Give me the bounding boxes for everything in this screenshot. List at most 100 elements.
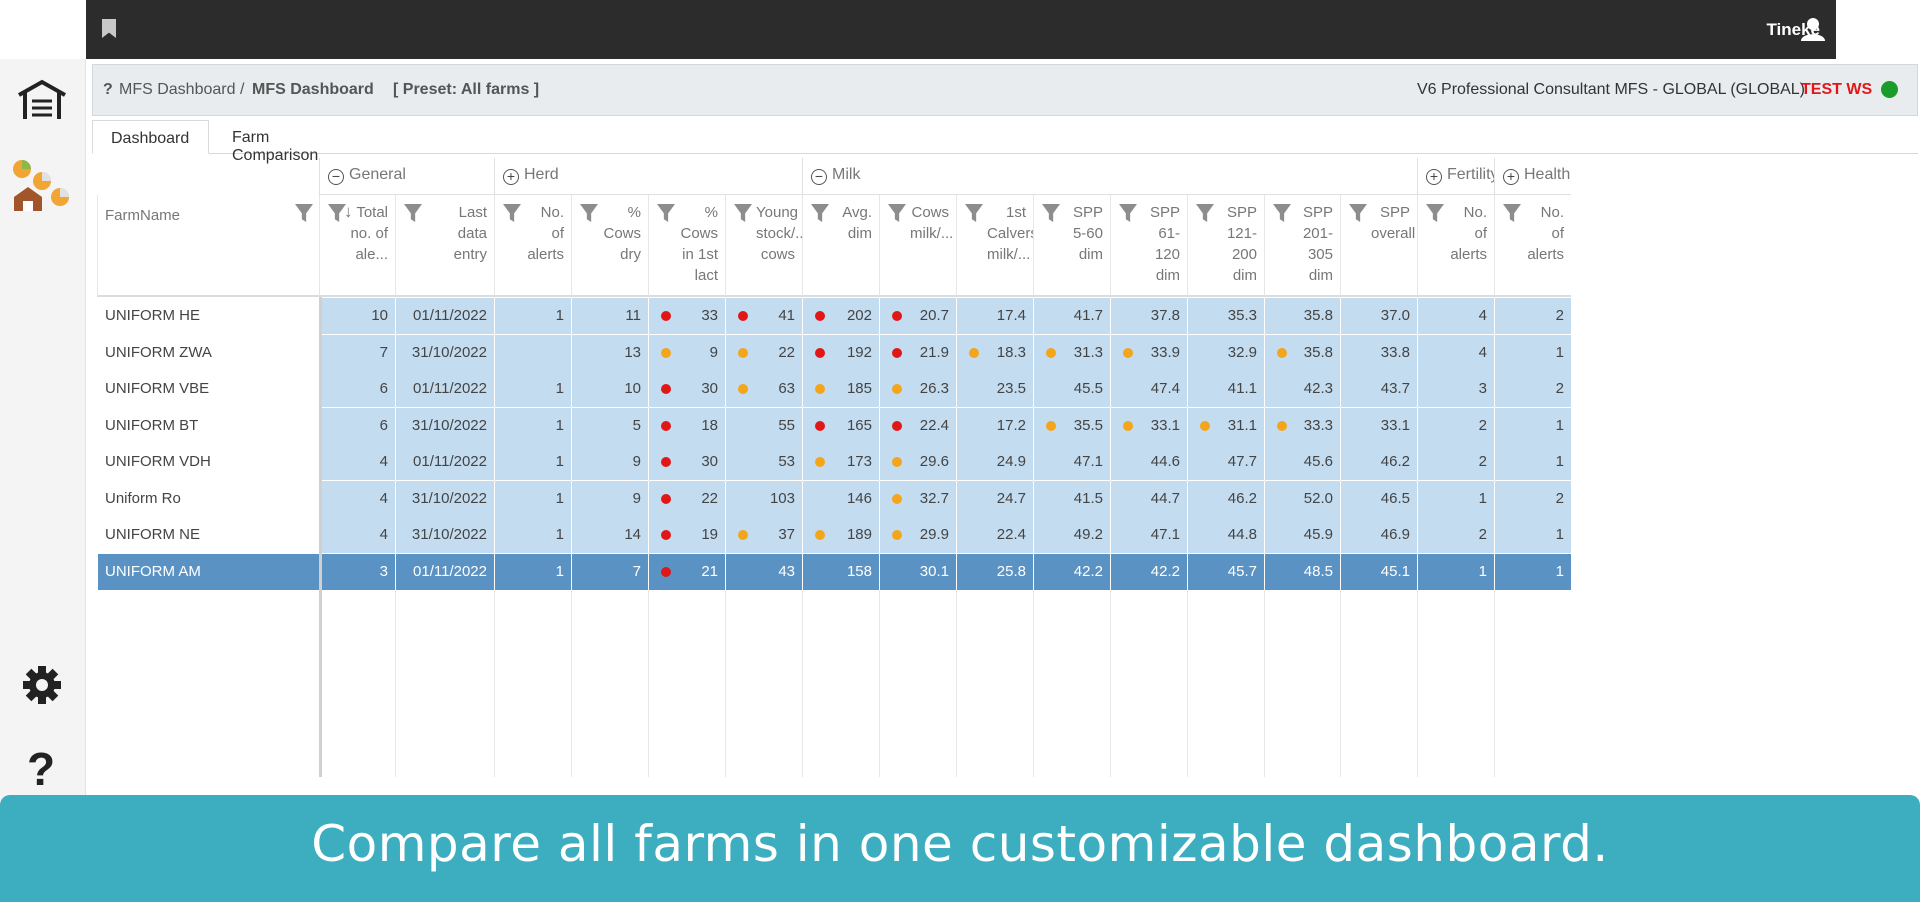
farm-name-cell[interactable]: UNIFORM VBE <box>97 371 319 407</box>
column-group-health[interactable]: + Health <box>1494 158 1571 195</box>
column-header-9[interactable]: 1st Calvers milk/... <box>956 195 1033 297</box>
column-group-fertility[interactable]: + Fertility <box>1417 158 1494 195</box>
filter-funnel-icon[interactable] <box>888 204 906 222</box>
farm-name-cell[interactable]: UNIFORM NE <box>97 517 319 553</box>
column-header-3[interactable]: No. of alerts <box>494 195 571 297</box>
data-cell[interactable]: 4 <box>1417 298 1494 334</box>
data-cell[interactable]: 45.6 <box>1264 444 1340 480</box>
data-cell[interactable]: 18.3 <box>956 334 1033 371</box>
data-cell[interactable]: 17.2 <box>956 407 1033 444</box>
collapse-minus-icon[interactable]: − <box>328 169 344 185</box>
data-cell[interactable]: 185 <box>802 371 879 407</box>
username[interactable]: Tineke <box>1766 20 1820 39</box>
filter-funnel-icon[interactable] <box>1196 204 1214 222</box>
data-cell[interactable]: 45.1 <box>1340 553 1417 590</box>
data-cell[interactable]: 158 <box>802 553 879 590</box>
data-cell[interactable]: 24.9 <box>956 444 1033 480</box>
tab-dashboard[interactable]: Dashboard <box>92 120 209 154</box>
data-cell[interactable]: 10 <box>319 298 395 334</box>
data-cell[interactable]: 26.3 <box>879 371 956 407</box>
data-cell[interactable]: 14 <box>571 517 648 553</box>
expand-plus-icon[interactable]: + <box>1503 169 1519 185</box>
barn-icon[interactable] <box>16 79 68 121</box>
data-cell[interactable]: 192 <box>802 334 879 371</box>
data-cell[interactable]: 21 <box>648 553 725 590</box>
data-cell[interactable]: 1 <box>494 407 571 444</box>
data-cell[interactable]: 7 <box>571 553 648 590</box>
data-cell[interactable]: 37.0 <box>1340 298 1417 334</box>
data-cell[interactable]: 1 <box>494 553 571 590</box>
data-cell[interactable]: 6 <box>319 371 395 407</box>
column-header-16[interactable]: No. of alerts <box>1494 195 1571 297</box>
data-cell[interactable]: 22 <box>648 480 725 517</box>
collapse-minus-icon[interactable]: − <box>811 169 827 185</box>
data-cell[interactable]: 37 <box>725 517 802 553</box>
breadcrumb-parent[interactable]: MFS Dashboard <box>119 81 236 98</box>
filter-funnel-icon[interactable] <box>1042 204 1060 222</box>
filter-funnel-icon[interactable] <box>503 204 521 222</box>
filter-funnel-icon[interactable] <box>657 204 675 222</box>
data-cell[interactable]: 33 <box>648 298 725 334</box>
data-cell[interactable]: 33.9 <box>1110 334 1187 371</box>
data-cell[interactable]: 32.9 <box>1187 334 1264 371</box>
data-cell[interactable]: 47.7 <box>1187 444 1264 480</box>
data-cell[interactable]: 173 <box>802 444 879 480</box>
filter-funnel-icon[interactable] <box>1426 204 1444 222</box>
data-cell[interactable]: 46.2 <box>1340 444 1417 480</box>
data-cell[interactable]: 30 <box>648 444 725 480</box>
filter-funnel-icon[interactable] <box>1119 204 1137 222</box>
filter-funnel-icon[interactable] <box>811 204 829 222</box>
data-cell[interactable]: 47.1 <box>1110 517 1187 553</box>
farm-name-cell[interactable]: Uniform Ro <box>97 480 319 517</box>
data-cell[interactable]: 2 <box>1417 444 1494 480</box>
data-cell[interactable]: 22.4 <box>879 407 956 444</box>
data-cell[interactable]: 45.9 <box>1264 517 1340 553</box>
data-cell[interactable]: 35.5 <box>1033 407 1110 444</box>
column-group-general[interactable]: − General <box>319 158 494 195</box>
expand-plus-icon[interactable]: + <box>503 169 519 185</box>
data-cell[interactable]: 5 <box>571 407 648 444</box>
data-cell[interactable]: 46.9 <box>1340 517 1417 553</box>
data-cell[interactable]: 30.1 <box>879 553 956 590</box>
column-group-milk[interactable]: − Milk <box>802 158 1417 195</box>
filter-funnel-icon[interactable] <box>1273 204 1291 222</box>
data-cell[interactable]: 1 <box>1494 517 1571 553</box>
data-cell[interactable]: 2 <box>1494 298 1571 334</box>
column-header-7[interactable]: Avg. dim <box>802 195 879 297</box>
data-cell[interactable]: 33.8 <box>1340 334 1417 371</box>
preset-label[interactable]: [ Preset: All farms ] <box>393 81 540 98</box>
data-cell[interactable]: 41.7 <box>1033 298 1110 334</box>
data-cell[interactable]: 4 <box>319 517 395 553</box>
data-cell[interactable]: 44.6 <box>1110 444 1187 480</box>
data-cell[interactable]: 202 <box>802 298 879 334</box>
data-cell[interactable]: 55 <box>725 407 802 444</box>
data-cell[interactable]: 2 <box>1417 517 1494 553</box>
data-cell[interactable]: 13 <box>571 334 648 371</box>
data-cell[interactable]: 11 <box>571 298 648 334</box>
column-header-2[interactable]: Last data entry <box>395 195 494 297</box>
data-cell[interactable]: 10 <box>571 371 648 407</box>
data-cell[interactable]: 1 <box>1494 334 1571 371</box>
data-cell[interactable]: 47.1 <box>1033 444 1110 480</box>
data-cell[interactable]: 33.3 <box>1264 407 1340 444</box>
data-cell[interactable]: 49.2 <box>1033 517 1110 553</box>
column-header-0[interactable]: FarmName <box>97 195 319 297</box>
data-cell[interactable]: 23.5 <box>956 371 1033 407</box>
data-cell[interactable]: 33.1 <box>1340 407 1417 444</box>
tab-farm-comparison[interactable]: Farm Comparison <box>232 129 319 164</box>
filter-funnel-icon[interactable] <box>580 204 598 222</box>
data-cell[interactable]: 4 <box>1417 334 1494 371</box>
data-cell[interactable]: 46.2 <box>1187 480 1264 517</box>
column-header-1[interactable]: ↓ Total no. of ale... <box>319 195 395 297</box>
data-cell[interactable]: 31/10/2022 <box>395 517 494 553</box>
farm-comparison-icon[interactable] <box>10 159 74 215</box>
data-cell[interactable]: 01/11/2022 <box>395 298 494 334</box>
data-cell[interactable]: 4 <box>319 444 395 480</box>
data-cell[interactable]: 46.5 <box>1340 480 1417 517</box>
data-cell[interactable]: 18 <box>648 407 725 444</box>
data-cell[interactable]: 6 <box>319 407 395 444</box>
help-mark[interactable]: ? <box>103 81 113 98</box>
sort-desc-icon[interactable]: ↓ <box>344 202 353 221</box>
filter-funnel-icon[interactable] <box>1349 204 1367 222</box>
data-cell[interactable]: 35.3 <box>1187 298 1264 334</box>
